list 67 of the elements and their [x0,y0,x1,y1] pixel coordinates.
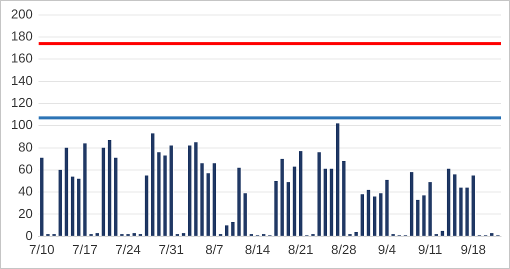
x-tick-label: 8/7 [205,242,224,257]
bar [280,158,284,236]
bar [286,182,290,236]
bar [151,133,154,236]
bar [102,148,106,236]
y-tick-label: 40 [18,184,33,199]
bar [372,196,376,236]
bar [410,172,414,236]
y-tick-label: 180 [10,28,33,44]
bar [298,151,302,236]
bar [354,232,358,236]
y-tick-label: 0 [25,228,33,243]
x-tick-label: 8/21 [288,242,314,257]
bar [182,233,186,236]
y-tick-label: 140 [10,72,33,88]
bar [170,146,173,236]
y-tick-label: 200 [10,6,33,22]
bar [96,233,99,236]
y-tick-label: 120 [10,95,33,110]
bar [83,143,87,236]
x-tick-label: 7/10 [29,242,54,257]
bar [77,178,80,236]
bar [490,233,494,236]
bar [243,193,247,236]
bar [416,200,420,236]
y-tick-label: 80 [18,139,33,154]
bar [163,156,167,236]
bar [108,140,112,236]
bar [428,182,432,236]
x-tick-label: 7/31 [158,242,184,257]
x-tick-label: 8/28 [331,242,356,257]
bar [188,146,192,236]
bar [446,168,450,236]
bar [453,174,456,236]
x-tick-label: 9/4 [378,242,396,257]
x-tick-label: 9/18 [460,242,486,257]
x-tick-label: 7/24 [115,242,141,257]
bar [225,225,228,236]
bar [144,175,148,236]
bar [194,142,198,236]
y-tick-label: 20 [18,206,33,221]
bar [157,152,161,236]
y-tick-label: 160 [10,50,33,66]
bar [212,163,216,236]
bar [317,152,321,236]
y-tick-label: 100 [10,117,33,132]
bar [336,123,340,236]
bar [360,194,364,236]
bar [472,175,475,236]
bar [459,188,463,236]
x-tick-label: 8/14 [244,242,270,257]
bar [132,233,136,236]
bar [440,230,444,236]
bar [324,168,328,236]
y-tick-label: 60 [18,162,33,176]
bar [114,158,118,236]
bar [465,188,469,236]
bar [231,222,235,236]
bar [70,176,74,236]
bar [40,158,44,236]
bar [379,193,382,236]
bar [206,173,210,236]
x-tick-label: 9/11 [418,242,442,257]
bar [64,148,68,236]
x-tick-label: 7/17 [72,242,98,257]
bar [58,170,62,236]
bar [342,161,346,236]
